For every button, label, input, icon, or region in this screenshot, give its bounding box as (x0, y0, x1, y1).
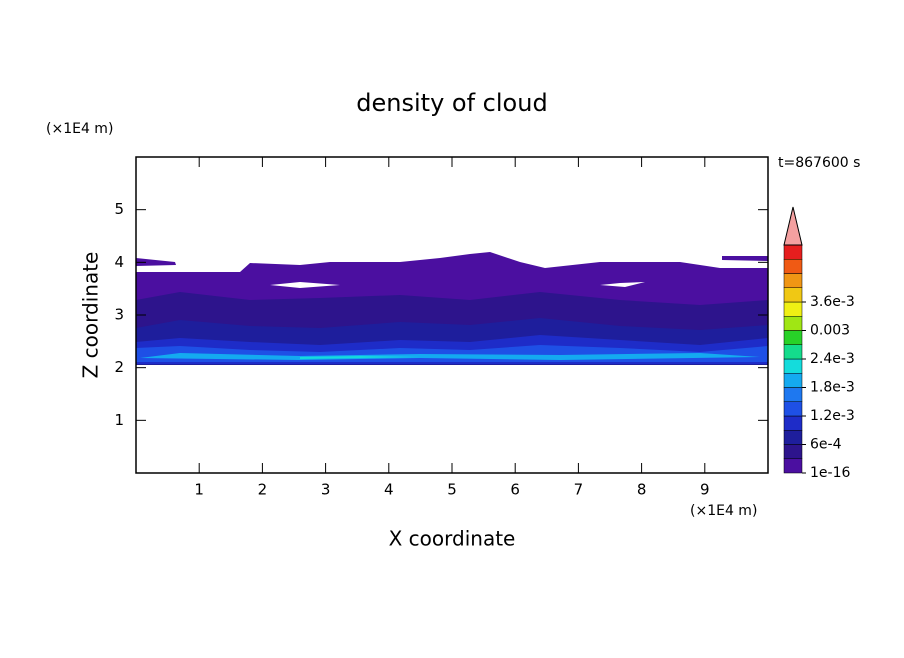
contour-band (140, 353, 760, 360)
x-unit: (×1E4 m) (690, 503, 757, 519)
x-tick-label: 6 (510, 481, 520, 499)
x-tick-label: 9 (700, 481, 710, 499)
x-tick-label: 4 (384, 481, 394, 499)
colorbar-tick-label: 6e-4 (810, 437, 842, 453)
colorbar-box (783, 330, 803, 345)
x-tick-label: 1 (194, 481, 204, 499)
x-axis-label: X coordinate (389, 527, 516, 551)
contour-gap (600, 282, 645, 287)
colorbar-tick-label: 1e-16 (810, 465, 850, 481)
y-tick-label: 4 (114, 253, 124, 271)
colorbar-box (783, 358, 803, 374)
colorbar-box (783, 273, 803, 288)
y-axis-label: Z coordinate (79, 252, 103, 379)
colorbar-box (783, 458, 803, 474)
contour-band (136, 258, 176, 266)
chart-title: density of cloud (356, 89, 547, 117)
contour-gap (270, 282, 340, 288)
colorbar-tick-label: 3.6e-3 (810, 294, 855, 310)
colorbar-box (783, 344, 803, 360)
colorbar-box (783, 401, 803, 417)
colorbar-box (783, 244, 803, 260)
axes: 1 2 3 4 5 6 7 8 9 1 2 3 4 5 (114, 157, 768, 499)
colorbar-box (783, 444, 803, 459)
colorbar-tick-label: 0.003 (810, 323, 850, 339)
colorbar-box (783, 301, 803, 317)
colorbar-box (783, 287, 803, 303)
x-tick-label: 2 (258, 481, 268, 499)
x-tick-label: 8 (637, 481, 647, 499)
colorbar-extend (783, 206, 803, 246)
colorbar: 1e-16 6e-4 1.2e-3 1.8e-3 2.4e-3 0.003 3.6e-3 (783, 206, 855, 481)
colorbar-box (783, 415, 803, 431)
x-tick-label: 7 (574, 481, 584, 499)
colorbar-tick-label: 2.4e-3 (810, 351, 855, 367)
x-tick-label: 5 (447, 481, 457, 499)
colorbar-box (783, 316, 803, 331)
contour-field (136, 252, 768, 365)
colorbar-box (783, 430, 803, 445)
colorbar-box (783, 259, 803, 274)
colorbar-box (783, 373, 803, 388)
colorbar-box (783, 387, 803, 402)
colorbar-tick-label: 1.8e-3 (810, 380, 855, 396)
y-tick-label: 2 (114, 358, 124, 376)
y-unit: (×1E4 m) (46, 121, 113, 137)
y-tick-label: 5 (114, 200, 124, 218)
time-label: t=867600 s (778, 155, 860, 171)
colorbar-tick-label: 1.2e-3 (810, 408, 855, 424)
y-tick-label: 3 (114, 306, 124, 324)
contour-band (722, 256, 768, 261)
y-tick-label: 1 (114, 411, 124, 429)
contour-band (300, 356, 420, 359)
x-tick-label: 3 (321, 481, 331, 499)
